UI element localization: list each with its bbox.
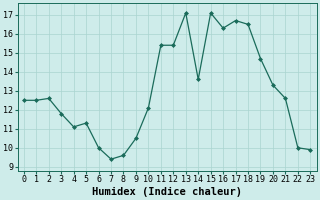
X-axis label: Humidex (Indice chaleur): Humidex (Indice chaleur) — [92, 186, 242, 197]
